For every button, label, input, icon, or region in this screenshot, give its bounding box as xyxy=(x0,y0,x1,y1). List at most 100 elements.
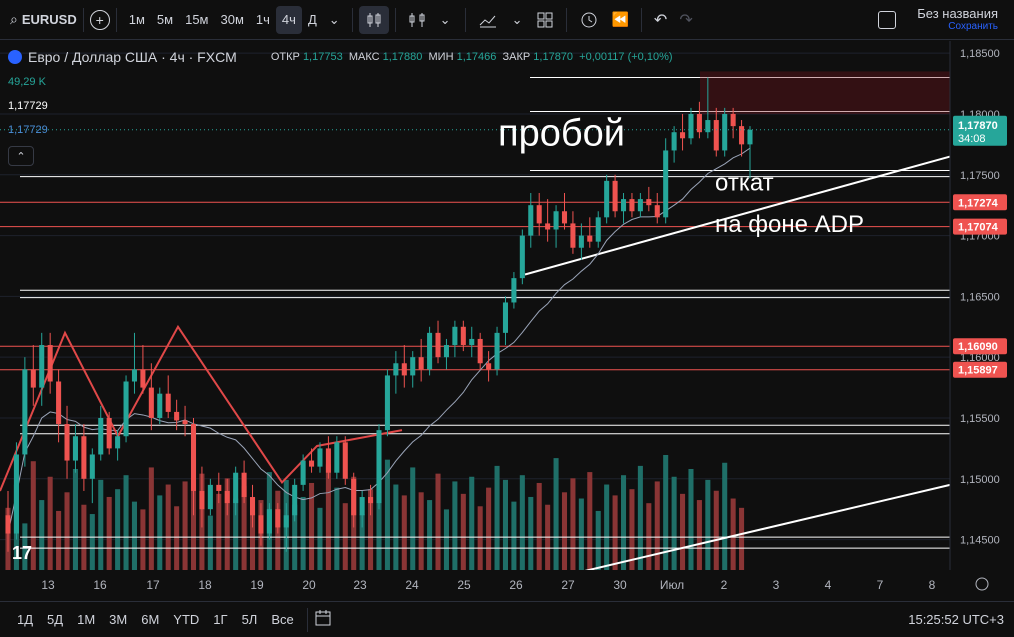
candle-body xyxy=(216,484,222,491)
range-7[interactable]: 5Л xyxy=(241,612,258,627)
candle-body xyxy=(165,393,171,412)
undo-icon[interactable]: ↶ xyxy=(653,11,668,29)
volume-bar xyxy=(477,506,483,570)
candle-body xyxy=(241,472,247,498)
volume-bar xyxy=(174,506,180,570)
volume-bar xyxy=(578,498,584,570)
divider xyxy=(351,7,353,32)
flag-icon xyxy=(8,50,22,64)
indicators-icon[interactable] xyxy=(402,6,432,34)
interval-1[interactable]: 5м xyxy=(156,12,174,27)
interval-group: 1м 5м 15м 30м 1ч 4ч Д xyxy=(123,0,323,40)
candle-body xyxy=(469,338,475,346)
candle-body xyxy=(224,490,230,504)
layout-title: Без названия xyxy=(917,6,998,21)
last-price-label: 1,17870 xyxy=(958,120,998,132)
volume-bar xyxy=(570,478,576,570)
range-2[interactable]: 1М xyxy=(77,612,96,627)
candle-body xyxy=(646,199,652,206)
volume-bar xyxy=(317,507,323,570)
x-tick-label: 16 xyxy=(93,578,107,592)
collapse-legend-button[interactable]: ⌃ xyxy=(8,146,34,166)
symbol-name[interactable]: EURUSD xyxy=(21,12,77,27)
candle-body xyxy=(30,369,36,388)
range-0[interactable]: 1Д xyxy=(17,612,34,627)
candle-body xyxy=(81,436,87,479)
candle-body xyxy=(477,338,483,364)
candle-body xyxy=(511,278,517,303)
volume-bar xyxy=(47,476,53,570)
date-range-icon[interactable] xyxy=(314,609,332,630)
range-4[interactable]: 6М xyxy=(141,612,160,627)
candle-body xyxy=(696,113,702,133)
replay-icon[interactable]: ⏪ xyxy=(611,11,629,27)
volume-bar xyxy=(56,510,62,570)
candle-body xyxy=(300,460,306,485)
layout-checkbox-icon[interactable] xyxy=(878,11,896,29)
candle-body xyxy=(376,430,382,504)
chevron-down-icon[interactable]: ⌄ xyxy=(439,11,451,27)
x-tick-label: 30 xyxy=(613,578,627,592)
interval-0[interactable]: 1м xyxy=(128,12,145,27)
range-8[interactable]: Все xyxy=(271,612,294,627)
volume-bar xyxy=(393,484,399,570)
candle-body xyxy=(553,211,559,230)
volume-bar xyxy=(739,507,745,570)
volume-bar xyxy=(654,481,660,570)
layout-name[interactable]: Без названия Сохранить xyxy=(917,6,998,32)
candle-body xyxy=(106,417,112,449)
interval-3[interactable]: 30м xyxy=(220,12,244,27)
interval-5[interactable]: 4ч xyxy=(275,5,302,34)
volume-bar xyxy=(334,487,340,570)
volume-bar xyxy=(637,465,643,570)
chevron-down-icon[interactable]: ⌄ xyxy=(511,11,523,27)
symbol-title[interactable]: Евро / Доллар США · 4ч · FXCM xyxy=(28,49,237,65)
candle-body xyxy=(587,235,593,242)
candle-body xyxy=(359,497,365,516)
annotation-breakout: пробой xyxy=(498,113,625,155)
candle-body xyxy=(612,180,618,212)
candle-body xyxy=(435,332,441,358)
candle-body xyxy=(494,332,500,370)
time-axis[interactable]: 13 16 17 18 19 20 23 24 25 26 27 30 Июл 2 3 4 7 8 xyxy=(0,570,1014,600)
volume-bar xyxy=(165,484,171,570)
chevron-down-icon[interactable]: ⌄ xyxy=(328,11,340,27)
candle-body xyxy=(368,497,374,504)
price-label-bg xyxy=(953,218,1007,235)
interval-4[interactable]: 1ч xyxy=(255,12,270,27)
chart-area[interactable]: пробой откат на фоне ADP 17 1,14500 1,15000 1,… xyxy=(0,10,1014,602)
volume-bar xyxy=(620,475,627,570)
compare-chart-icon[interactable] xyxy=(472,6,504,34)
divider xyxy=(394,7,396,32)
range-5[interactable]: YTD xyxy=(173,612,200,627)
layout-grid-icon[interactable] xyxy=(530,6,560,34)
price-label: 1,15897 xyxy=(958,365,998,377)
plot-background xyxy=(0,41,950,570)
candle-body xyxy=(13,454,19,534)
volume-value: 49,29 K xyxy=(8,76,46,88)
candle-body xyxy=(654,205,660,218)
settings-gear-icon[interactable] xyxy=(975,577,989,591)
volume-bar xyxy=(587,472,593,570)
range-3[interactable]: 3М xyxy=(109,612,128,627)
volume-bar xyxy=(115,489,121,570)
candle-body xyxy=(148,387,154,418)
volume-bar xyxy=(384,459,390,570)
candle-body xyxy=(384,375,390,431)
volume-bar xyxy=(342,503,348,570)
add-symbol-icon[interactable]: + xyxy=(89,9,110,30)
clock[interactable]: 15:25:52 UTC+3 xyxy=(908,612,1004,627)
candle-body xyxy=(604,180,610,218)
range-1[interactable]: 5Д xyxy=(47,612,64,627)
alert-clock-icon[interactable] xyxy=(573,6,605,34)
interval-6[interactable]: Д xyxy=(307,12,317,27)
candle-body xyxy=(452,326,458,346)
layout-save-status[interactable]: Сохранить xyxy=(948,21,998,32)
search-icon[interactable]: ⌕ xyxy=(10,11,18,27)
candles-type-icon[interactable] xyxy=(358,5,389,34)
price-chart[interactable]: пробой откат на фоне ADP 17 1,14500 1,15000 1,… xyxy=(0,10,1014,602)
range-6[interactable]: 1Г xyxy=(213,612,228,627)
bottom-toolbar: 1Д 5Д 1М 3М 6М YTD 1Г 5Л Все 15:25:52 UTC+3 xyxy=(0,601,1014,637)
redo-icon: ↷ xyxy=(679,11,693,29)
interval-2[interactable]: 15м xyxy=(185,12,209,27)
